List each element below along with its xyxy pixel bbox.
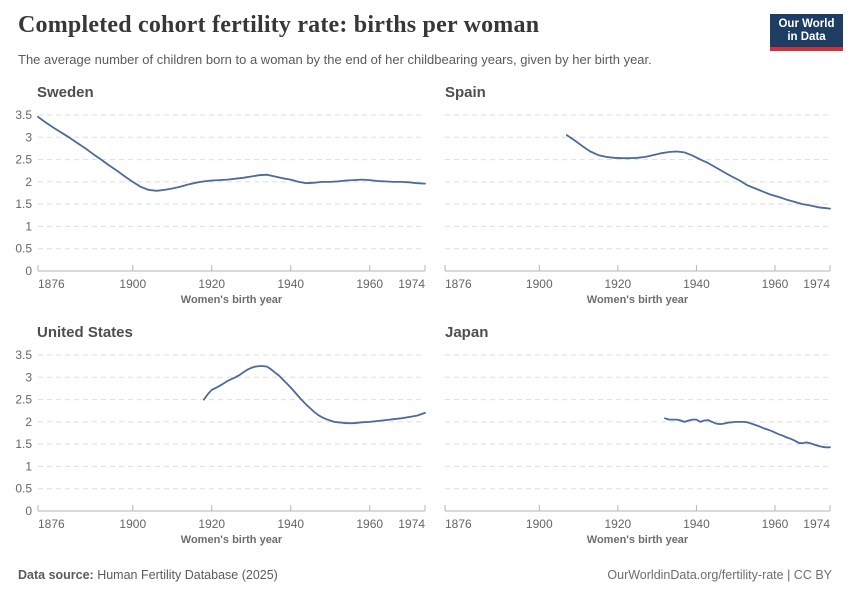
svg-text:1974: 1974 <box>398 517 425 531</box>
svg-text:1920: 1920 <box>198 277 225 291</box>
chart-footer: Data source: Human Fertility Database (2… <box>18 568 832 582</box>
svg-text:3.5: 3.5 <box>15 108 32 122</box>
svg-text:2.5: 2.5 <box>15 393 32 407</box>
svg-text:3: 3 <box>25 370 32 384</box>
svg-text:0.5: 0.5 <box>15 242 32 256</box>
svg-text:1960: 1960 <box>356 277 383 291</box>
owid-logo[interactable]: Our World in Data <box>770 14 843 51</box>
svg-text:1974: 1974 <box>398 277 425 291</box>
svg-text:1900: 1900 <box>119 277 146 291</box>
owid-logo-line1: Our World <box>778 17 835 30</box>
svg-text:1876: 1876 <box>38 517 65 531</box>
svg-text:0: 0 <box>25 504 32 518</box>
svg-text:1: 1 <box>25 459 32 473</box>
chart-subtitle: The average number of children born to a… <box>18 52 652 67</box>
svg-text:1960: 1960 <box>356 517 383 531</box>
data-source-label: Data source: <box>18 568 94 582</box>
data-source-note: Data source: Human Fertility Database (2… <box>18 568 278 582</box>
line-chart-japan: 1876 1900 1920 1940 1960 1974 Women's birth ye… <box>444 354 831 546</box>
svg-text:Women's birth year: Women's birth year <box>587 534 689 546</box>
svg-text:2.5: 2.5 <box>15 153 32 167</box>
chart-title-spain: Spain <box>445 84 486 101</box>
chart-panel-spain: Spain 1876 1900 1920 1940 1960 1974 Women's bi… <box>420 82 850 317</box>
svg-text:1920: 1920 <box>605 517 632 531</box>
chart-panel-sweden: Sweden 0.5 1 1.5 2 2.5 3 3.5 0 1876 1900 1920 1940 1… <box>0 82 430 317</box>
svg-text:0.5: 0.5 <box>15 482 32 496</box>
svg-text:1900: 1900 <box>119 517 146 531</box>
svg-text:1974: 1974 <box>803 277 830 291</box>
svg-text:Women's birth year: Women's birth year <box>181 534 283 546</box>
chart-title-japan: Japan <box>445 324 489 341</box>
svg-text:1940: 1940 <box>277 517 304 531</box>
svg-text:Women's birth year: Women's birth year <box>181 294 283 306</box>
svg-text:1940: 1940 <box>277 277 304 291</box>
svg-text:1960: 1960 <box>762 517 789 531</box>
svg-text:1900: 1900 <box>526 277 553 291</box>
line-chart-spain: 1876 1900 1920 1940 1960 1974 Women's birth ye… <box>444 114 831 306</box>
data-source-text: Human Fertility Database (2025) <box>93 568 278 582</box>
svg-text:3: 3 <box>25 130 32 144</box>
page-title: Completed cohort fertility rate: births … <box>18 12 540 38</box>
svg-text:3.5: 3.5 <box>15 348 32 362</box>
svg-text:1920: 1920 <box>605 277 632 291</box>
svg-text:1960: 1960 <box>762 277 789 291</box>
svg-text:1920: 1920 <box>198 517 225 531</box>
svg-text:1974: 1974 <box>803 517 830 531</box>
svg-text:1940: 1940 <box>683 277 710 291</box>
svg-text:1876: 1876 <box>38 277 65 291</box>
chart-title-united-states: United States <box>37 324 133 341</box>
svg-text:0: 0 <box>25 264 32 278</box>
svg-text:1.5: 1.5 <box>15 197 32 211</box>
chart-panel-japan: Japan 1876 1900 1920 1940 1960 1974 Women's bi… <box>420 322 850 557</box>
svg-text:1876: 1876 <box>445 517 472 531</box>
svg-text:Women's birth year: Women's birth year <box>587 294 689 306</box>
chart-title-sweden: Sweden <box>37 84 94 101</box>
owid-logo-line2: in Data <box>787 30 826 43</box>
line-chart-sweden: 0.5 1 1.5 2 2.5 3 3.5 0 1876 1900 1920 1940 1960 1974… <box>15 108 426 306</box>
line-chart-united-states: 0.5 1 1.5 2 2.5 3 3.5 0 1876 1900 1920 1940 1960 1974… <box>15 348 426 546</box>
chart-panel-united-states: United States 0.5 1 1.5 2 2.5 3 3.5 0 1876 1900 19… <box>0 322 430 557</box>
svg-text:1: 1 <box>25 219 32 233</box>
svg-text:1900: 1900 <box>526 517 553 531</box>
svg-text:2: 2 <box>25 175 32 189</box>
owid-url-link[interactable]: OurWorldinData.org/fertility-rate | CC B… <box>607 568 832 582</box>
svg-text:1940: 1940 <box>683 517 710 531</box>
svg-text:1.5: 1.5 <box>15 437 32 451</box>
svg-text:1876: 1876 <box>445 277 472 291</box>
svg-text:2: 2 <box>25 415 32 429</box>
